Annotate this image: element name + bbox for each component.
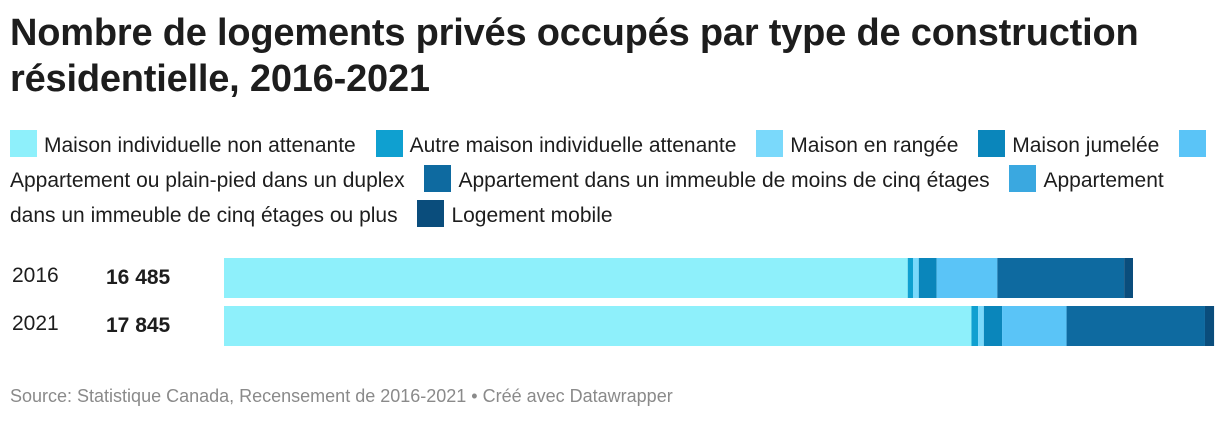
legend-swatch	[978, 130, 1006, 157]
bar-segment	[224, 306, 972, 346]
bar-segment	[1002, 306, 1067, 346]
legend-swatch	[417, 200, 445, 227]
bar-segment	[1124, 258, 1133, 298]
legend-item: Maison individuelle non attenante	[10, 130, 356, 157]
legend-label: Maison en rangée	[790, 134, 959, 157]
row-total-label: 17 845	[106, 314, 171, 337]
bar-segment	[997, 258, 1125, 298]
legend-label: Maison individuelle non attenante	[44, 134, 356, 157]
legend-swatch	[1179, 130, 1207, 157]
legend-item: Appartement dans un immeuble de moins de…	[424, 165, 990, 192]
legend: Maison individuelle non attenante Autre …	[10, 128, 1215, 233]
row-total-label: 16 485	[106, 266, 171, 289]
bar-segment	[936, 258, 998, 298]
legend-item: Maison jumelée	[978, 130, 1160, 157]
bar-segment	[983, 306, 1003, 346]
row-label: 2016	[12, 264, 59, 287]
legend-label: Appartement ou plain-pied dans un duplex	[10, 169, 405, 192]
bar-segment	[1066, 306, 1205, 346]
legend-swatch	[424, 165, 452, 192]
bar-segment	[978, 306, 984, 346]
bar-segment	[912, 258, 919, 298]
bar-segment	[918, 258, 937, 298]
legend-label: Logement mobile	[451, 204, 613, 227]
legend-item: Maison en rangée	[756, 130, 959, 157]
legend-item: Logement mobile	[417, 200, 613, 227]
legend-label: Autre maison individuelle attenante	[409, 134, 737, 157]
legend-label: Maison jumelée	[1012, 134, 1160, 157]
legend-swatch	[1009, 165, 1037, 192]
legend-item: Autre maison individuelle attenante	[375, 130, 737, 157]
legend-swatch	[10, 130, 37, 157]
legend-item: Appartement ou plain-pied dans un duplex	[10, 130, 1213, 192]
legend-label: Appartement dans un immeuble de cinq éta…	[10, 169, 1164, 227]
row-label: 2021	[12, 312, 59, 335]
bar-segment	[224, 258, 908, 298]
chart-title: Nombre de logements privés occupés par t…	[10, 12, 1139, 100]
legend-item: Appartement dans un immeuble de cinq éta…	[10, 165, 1164, 227]
bar-segment	[907, 258, 913, 298]
source-note: Source: Statistique Canada, Recensement …	[10, 386, 673, 406]
stacked-bar-chart: 2016 16 485 2021 17 845	[12, 258, 1215, 346]
bar-segment	[1204, 306, 1215, 346]
legend-swatch	[375, 130, 403, 157]
legend-swatch	[756, 130, 784, 157]
legend-label: Appartement dans un immeuble de moins de…	[458, 169, 990, 192]
bar-segment	[971, 306, 979, 346]
